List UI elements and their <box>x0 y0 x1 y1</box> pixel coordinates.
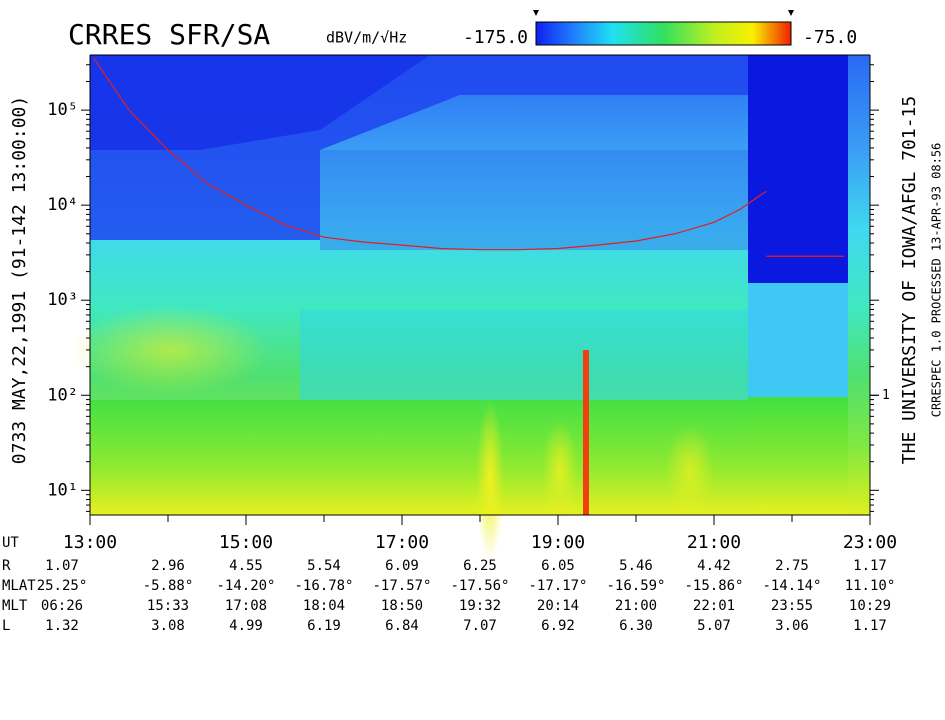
spectrogram <box>70 55 870 560</box>
ephemeris-value: 23:55 <box>771 598 813 614</box>
ephemeris-value: -5.88° <box>143 578 194 594</box>
y-tick-label: 10² <box>47 385 78 405</box>
ephemeris-value: 21:00 <box>615 598 657 614</box>
ephemeris-value: 2.75 <box>775 558 809 574</box>
right-note: THE UNIVERSITY OF IOWA/AFGL 701-15 <box>899 96 920 464</box>
ephemeris-value: 6.19 <box>307 618 341 634</box>
ephemeris-value: 1.17 <box>853 618 887 634</box>
ephemeris-value: 4.42 <box>697 558 731 574</box>
ephemeris-value: 6.84 <box>385 618 419 634</box>
ephemeris-value: 7.07 <box>463 618 497 634</box>
ephemeris-value: 5.07 <box>697 618 731 634</box>
colorbar-tick <box>533 10 539 16</box>
ephemeris-value: 25.25° <box>37 578 88 594</box>
ephemeris-value: -17.17° <box>528 578 587 594</box>
ephemeris-value: 3.08 <box>151 618 185 634</box>
ephemeris-value: 19:32 <box>459 598 501 614</box>
ephemeris-row-label: MLAT <box>2 578 36 594</box>
x-tick-label: 13:00 <box>63 532 117 553</box>
x-tick-label: 15:00 <box>219 532 273 553</box>
x-tick-label: 23:00 <box>843 532 897 553</box>
ephemeris-value: -14.14° <box>762 578 821 594</box>
ephemeris-value: 5.54 <box>307 558 341 574</box>
ephemeris-value: 6.92 <box>541 618 575 634</box>
ephemeris-value: 6.09 <box>385 558 419 574</box>
colorbar-label: dBV/m/√Hz <box>326 29 407 47</box>
ephemeris-value: -15.86° <box>684 578 743 594</box>
ephemeris-value: 18:50 <box>381 598 423 614</box>
y-tick-label: 10⁴ <box>47 195 78 215</box>
colorbar <box>535 21 792 46</box>
ephemeris-value: 1.17 <box>853 558 887 574</box>
ephemeris-value: -16.78° <box>294 578 353 594</box>
ephemeris-value: 3.06 <box>775 618 809 634</box>
ephemeris-value: 06:26 <box>41 598 83 614</box>
ephemeris-value: 22:01 <box>693 598 735 614</box>
ephemeris-value: 10:29 <box>849 598 891 614</box>
colorbar-tick-label: -175.0 <box>463 27 528 48</box>
y-tick-label: 10⁵ <box>47 100 78 120</box>
ephemeris-value: 18:04 <box>303 598 345 614</box>
ephemeris-value: 11.10° <box>845 578 896 594</box>
y-tick-label: 10¹ <box>47 480 78 500</box>
x-tick-label: 17:00 <box>375 532 429 553</box>
ephemeris-value: 6.25 <box>463 558 497 574</box>
colorbar-tick <box>788 10 794 16</box>
ephemeris-value: -17.57° <box>372 578 431 594</box>
x-tick-label: 21:00 <box>687 532 741 553</box>
ephemeris-value: 5.46 <box>619 558 653 574</box>
footer-note: CRRESPEC 1.0 PROCESSED 13-APR-93 08:56 <box>930 143 944 418</box>
ephemeris-value: 17:08 <box>225 598 267 614</box>
ephemeris-value: 2.96 <box>151 558 185 574</box>
ephemeris-row-label: R <box>2 558 11 574</box>
y-tick-label: 10³ <box>47 290 78 310</box>
ephemeris-value: 1.32 <box>45 618 79 634</box>
ephemeris-row-label: L <box>2 618 10 634</box>
ephemeris-value: 4.55 <box>229 558 263 574</box>
ephemeris-value: 4.99 <box>229 618 263 634</box>
ephemeris-value: 1.07 <box>45 558 79 574</box>
ephemeris-value: -16.59° <box>606 578 665 594</box>
left-note: 0733 MAY,22,1991 (91-142 13:00:00) <box>9 96 30 464</box>
x-axis-label: UT <box>2 535 19 551</box>
ephemeris-value: 6.05 <box>541 558 575 574</box>
ephemeris-value: 6.30 <box>619 618 653 634</box>
colorbar-tick-label: -75.0 <box>803 27 857 48</box>
frequency-line <box>93 58 767 251</box>
ephemeris-value: -14.20° <box>216 578 275 594</box>
x-tick-label: 19:00 <box>531 532 585 553</box>
y2-tick-label: 1 <box>882 388 890 403</box>
chart-title: CRRES SFR/SA <box>68 18 270 51</box>
ephemeris-value: 20:14 <box>537 598 579 614</box>
ephemeris-row-label: MLT <box>2 598 28 614</box>
ephemeris-value: -17.56° <box>450 578 509 594</box>
ephemeris-value: 15:33 <box>147 598 189 614</box>
